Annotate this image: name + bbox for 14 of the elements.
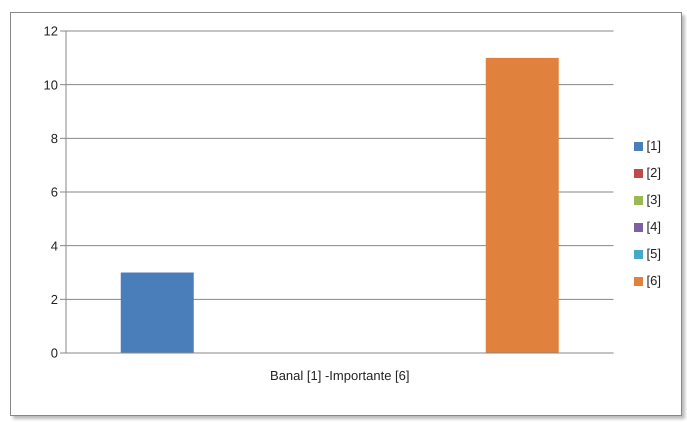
y-tick-label: 12 <box>44 24 58 39</box>
y-tick-label: 10 <box>44 77 58 92</box>
y-tick-label: 2 <box>50 292 58 307</box>
legend-label: [2] <box>646 165 661 180</box>
legend-label: [3] <box>646 192 661 207</box>
y-tick-label: 0 <box>50 346 58 361</box>
y-tick-label: 8 <box>50 130 58 146</box>
legend-label: [1] <box>646 138 661 153</box>
x-tick-label: Banal [1] -Importante [6] <box>270 368 410 384</box>
y-tick-label: 6 <box>50 184 58 200</box>
y-tick-label: 4 <box>50 238 58 254</box>
legend-label: [4] <box>646 219 661 234</box>
legend-label: [6] <box>646 273 661 288</box>
legend-label: [5] <box>646 246 661 261</box>
